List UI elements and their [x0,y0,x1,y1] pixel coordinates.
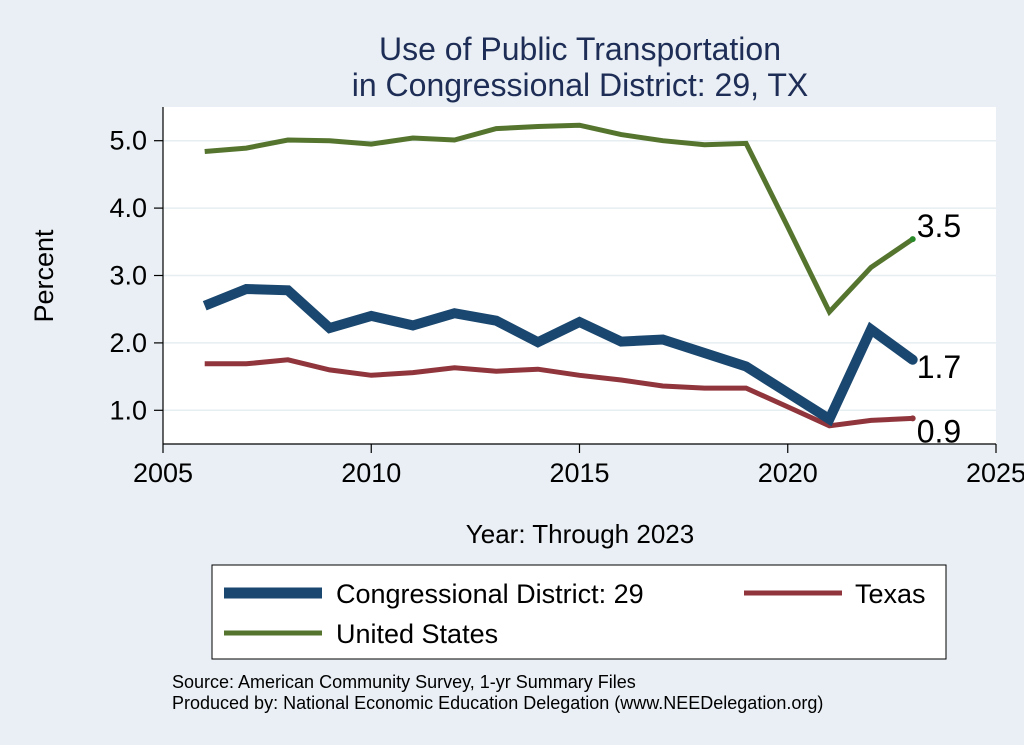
end-label-texas: 0.9 [917,413,961,449]
y-axis-title: Percent [29,229,59,323]
y-tick-label: 5.0 [109,126,147,156]
y-axis-ticks: 1.0 2.0 3.0 4.0 5.0 [109,126,163,425]
x-tick-label: 2020 [758,458,818,488]
x-tick-label: 2025 [966,458,1024,488]
series-layer [202,122,918,429]
legend-label-cd29: Congressional District: 29 [336,579,644,609]
x-tick-label: 2010 [341,458,401,488]
end-label-cd29: 1.7 [917,349,961,385]
x-axis-title: Year: Through 2023 [466,519,694,549]
gridlines [163,139,996,412]
x-tick-label: 2005 [133,458,193,488]
chart-title-line-1: Use of Public Transportation [379,31,781,67]
series-endpoint-us [909,236,916,243]
legend-label-us: United States [336,619,498,649]
end-label-us: 3.5 [917,208,961,244]
x-axis-ticks: 2005 2010 2015 2020 2025 [133,444,1024,488]
end-labels: 1.7 0.9 3.5 [917,208,961,449]
y-tick-label: 3.0 [109,261,147,291]
series-endpoint-texas [909,415,916,422]
source-line-2: Produced by: National Economic Education… [172,693,823,713]
y-tick-label: 4.0 [109,193,147,223]
chart-title-line-2: in Congressional District: 29, TX [352,67,808,103]
x-tick-label: 2015 [549,458,609,488]
series-line-cd29 [202,283,916,427]
series-line-texas [204,357,913,429]
y-tick-label: 2.0 [109,328,147,358]
source-line-1: Source: American Community Survey, 1-yr … [172,672,636,692]
legend-box [211,564,947,660]
series-endpoint-cd29 [907,354,918,365]
legend-label-texas: Texas [855,579,926,609]
y-tick-label: 1.0 [109,395,147,425]
legend: Congressional District: 29 Texas United … [211,564,947,660]
series-line-us [204,122,915,317]
